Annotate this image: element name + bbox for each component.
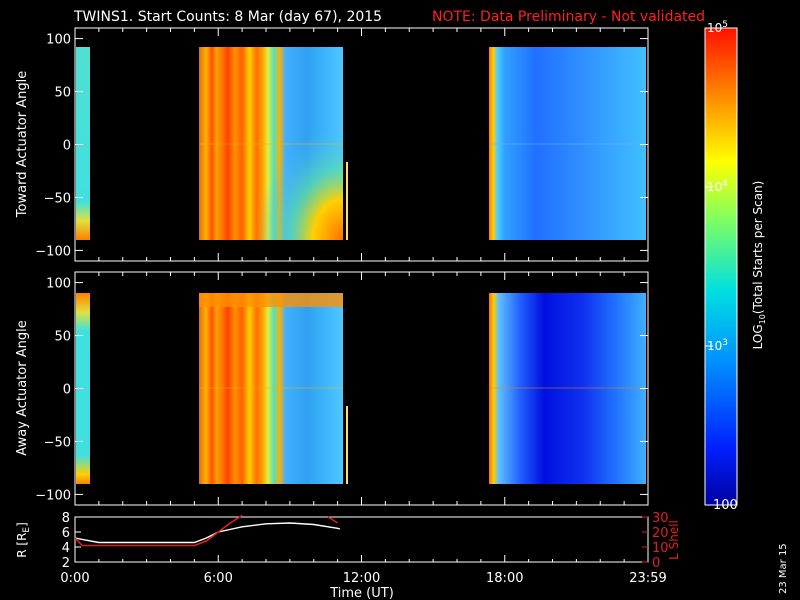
- orbit-lshell-line: [74, 514, 243, 547]
- orbit-ytick-label-left: 4: [62, 541, 70, 556]
- orbit-ylabel-right: L Shell: [667, 520, 681, 560]
- top-left-strip: [76, 47, 90, 240]
- orbit-ylabel-left-main: R [R: [15, 533, 29, 558]
- colorbar: [704, 27, 738, 506]
- series-layer: [74, 514, 341, 547]
- colorbar-tick-label: 105: [707, 20, 728, 35]
- colorbar-tick-base: 10: [707, 21, 722, 35]
- orbit-ytick-label-right: 20: [652, 526, 669, 541]
- bottom-panel: [74, 271, 649, 506]
- colorbar-label: LOG10(Total Starts per Scan): [751, 181, 767, 350]
- colorbar-tick-exp: 4: [722, 179, 728, 189]
- colorbar-gradient: [705, 28, 737, 505]
- top-block-a-streak: [346, 162, 348, 240]
- panel1-ytick-label: 0: [63, 383, 71, 398]
- panel0-ytick-label: −50: [44, 191, 71, 206]
- orbit-ytick-label-left: 8: [62, 511, 70, 526]
- colorbar-frame: [704, 27, 738, 506]
- colorbar-tick-exp: 3: [722, 338, 728, 348]
- panel1-ytick-label: −50: [44, 435, 71, 450]
- orbit-ytick-label-right: 30: [652, 511, 669, 526]
- top-panel-ylabel: Toward Actuator Angle: [15, 71, 30, 218]
- top-panel: [74, 27, 649, 262]
- panel0-ytick-label: 100: [46, 33, 71, 48]
- orbit-ytick-label-left: 2: [62, 556, 70, 571]
- colorbar-label-end: (Total Starts per Scan): [751, 181, 765, 315]
- panel1-ytick-label: 100: [46, 277, 71, 292]
- figure-title: TWINS1. Start Counts: 8 Mar (day 67), 20…: [73, 9, 382, 25]
- colorbar-tick-base: 10: [707, 180, 722, 194]
- orbit-xtick-label: 23:59: [629, 571, 666, 586]
- orbit-xtick-label: 0:00: [60, 571, 89, 586]
- orbit-ytick-label-right: 0: [652, 556, 660, 571]
- colorbar-tick-label: 103: [707, 338, 728, 353]
- orbit-ylabel-left-end: ]: [15, 522, 29, 527]
- orbit-xtick-label: 18:00: [486, 571, 523, 586]
- orbit-ytick-label-right: 10: [652, 541, 669, 556]
- orbit-ytick-label-left: 6: [62, 526, 70, 541]
- colorbar-tick-label: 100: [713, 498, 738, 513]
- orbit-xtick-label: 12:00: [343, 571, 380, 586]
- preliminary-note: NOTE: Data Preliminary - Not validated: [432, 9, 705, 25]
- panel1-ytick-label: 50: [54, 330, 71, 345]
- bottom-block-a-streak: [346, 406, 348, 484]
- footer-date: 23 Mar 15: [778, 543, 789, 594]
- orbit-ylabel-left-sub: E: [22, 527, 32, 533]
- orbit-xtick-label: 6:00: [204, 571, 233, 586]
- colorbar-label-sub: 10: [758, 314, 767, 324]
- panel0-ytick-label: −100: [35, 244, 71, 259]
- colorbar-label-main: LOG: [751, 324, 765, 349]
- orbit-radius-line: [74, 522, 341, 544]
- panel0-ytick-label: 50: [54, 86, 71, 101]
- panel0-ytick-label: 0: [63, 139, 71, 154]
- colorbar-tick-base: 10: [707, 339, 722, 353]
- bottom-panel-ylabel: Away Actuator Angle: [15, 320, 30, 455]
- colorbar-tick-exp: 5: [722, 20, 728, 30]
- orbit-lshell-line: [327, 516, 339, 524]
- colorbar-tick-label: 104: [707, 179, 728, 194]
- orbit-ylabel-left: R [RE]: [15, 522, 32, 558]
- bottom-block-a-top: [199, 293, 343, 307]
- panel1-ytick-label: −100: [35, 488, 71, 503]
- axes-layer: −100−50050100−100−50050100246801020300:0…: [35, 28, 669, 586]
- orbit-xlabel: Time (UT): [329, 586, 394, 600]
